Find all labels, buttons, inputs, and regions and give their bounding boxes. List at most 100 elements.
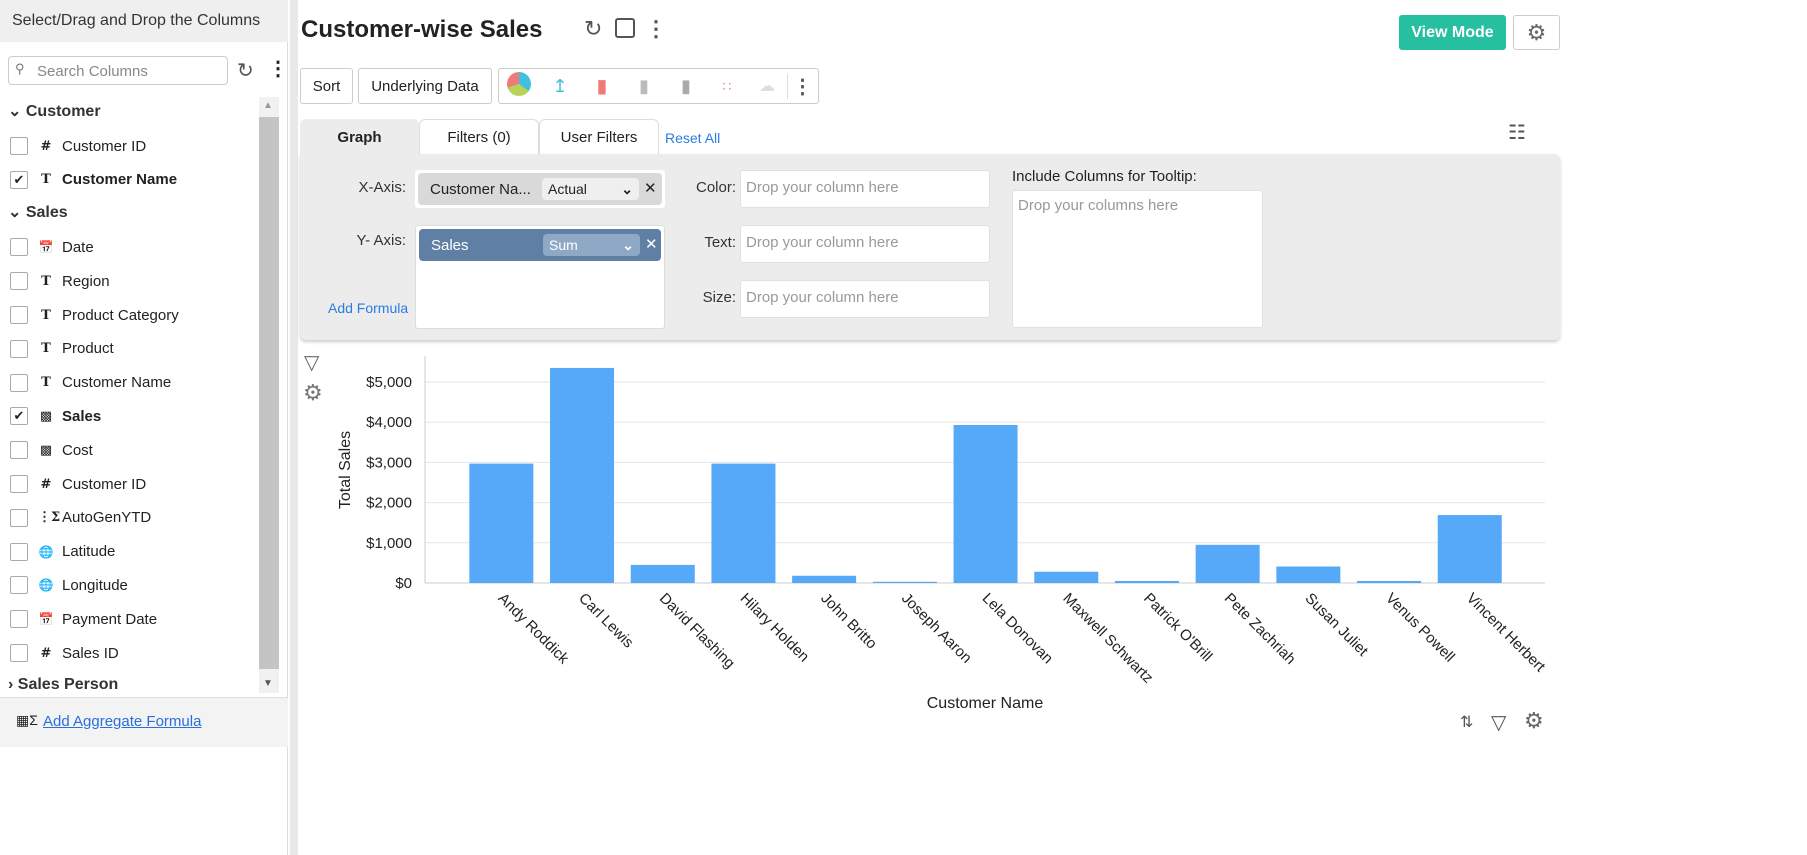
x-axis-function-select[interactable]: Actual ⌄ — [542, 178, 639, 200]
tab-user-filters[interactable]: User Filters — [539, 119, 659, 155]
text-drop[interactable]: Drop your column here — [740, 225, 990, 263]
bar[interactable] — [469, 463, 534, 583]
bar[interactable] — [1195, 544, 1260, 583]
bar[interactable] — [1276, 566, 1341, 583]
column-item[interactable]: 📅 Payment Date — [10, 609, 157, 629]
group-header[interactable]: ⌄ Sales — [8, 202, 68, 222]
bar[interactable] — [953, 425, 1018, 583]
stacked-bar-icon[interactable]: ▮ — [639, 75, 649, 96]
refresh-icon[interactable]: ↻ — [584, 16, 603, 41]
map-chart-icon[interactable]: ☁ — [759, 78, 775, 95]
add-formula-link[interactable]: Add Formula — [328, 300, 409, 316]
combo-chart-icon[interactable]: ▮ — [681, 75, 691, 96]
y-axis-function-select[interactable]: Sum ⌄ — [543, 234, 640, 256]
sidebar-title: Select/Drag and Drop the Columns — [0, 0, 288, 42]
checkbox[interactable] — [10, 542, 28, 561]
bar[interactable] — [711, 463, 776, 583]
size-drop[interactable]: Drop your column here — [740, 280, 990, 318]
bar[interactable] — [1114, 580, 1179, 583]
bar-chart-icon[interactable]: ▮ — [597, 75, 607, 96]
y-axis-drop[interactable]: Sales Sum ⌄ ✕ — [415, 225, 665, 329]
remove-y-icon[interactable]: ✕ — [645, 236, 658, 253]
checkbox[interactable] — [10, 306, 28, 324]
remove-x-icon[interactable]: ✕ — [644, 180, 657, 197]
tab-filters[interactable]: Filters (0) — [419, 119, 539, 155]
scrollbar-thumb[interactable] — [259, 117, 279, 669]
checkbox[interactable]: ✔ — [10, 170, 28, 189]
checkbox[interactable] — [10, 644, 28, 662]
column-item[interactable]: 🌐 Latitude — [10, 542, 115, 562]
checkbox[interactable] — [10, 475, 28, 493]
checkbox[interactable] — [10, 441, 28, 460]
scatter-chart-icon[interactable]: ∷ — [722, 77, 732, 94]
underlying-data-button[interactable]: Underlying Data — [358, 68, 492, 104]
chart-type-toolbar: ↥ ▮ ▮ ▮ ∷ ☁ ⋮ — [498, 68, 819, 104]
checkbox[interactable] — [10, 272, 28, 291]
checkbox[interactable] — [10, 339, 28, 358]
search-columns-input[interactable]: Search Columns — [8, 56, 228, 85]
reset-all-link[interactable]: Reset All — [665, 130, 721, 146]
scroll-down-icon[interactable]: ▼ — [263, 678, 273, 689]
column-item[interactable]: 🌐 Longitude — [10, 575, 128, 595]
bar[interactable] — [872, 581, 937, 583]
bar[interactable] — [1034, 571, 1099, 583]
chart-settings-icon[interactable]: ⚙ — [303, 380, 323, 405]
line-chart-icon[interactable]: ↥ — [552, 75, 568, 96]
settings-icon[interactable]: ⚙ — [1524, 708, 1544, 733]
more-chart-types-icon[interactable]: ⋮ — [787, 73, 817, 99]
checkbox[interactable] — [10, 373, 28, 392]
column-item[interactable]: ⋮Σ AutoGenYTD — [10, 508, 151, 528]
more-icon[interactable]: ⋮ — [268, 58, 288, 80]
column-item[interactable]: ▩ Cost — [10, 440, 93, 460]
column-label: Date — [62, 238, 94, 256]
checkbox[interactable] — [10, 576, 28, 595]
checkbox[interactable]: ✔ — [10, 407, 28, 426]
column-item[interactable]: # Sales ID — [10, 643, 119, 663]
column-item[interactable]: T Product — [10, 339, 114, 359]
filter-add-icon[interactable]: ▽ — [1491, 712, 1507, 734]
checkbox[interactable] — [10, 238, 28, 257]
color-drop[interactable]: Drop your column here — [740, 170, 990, 208]
checkbox[interactable] — [10, 508, 28, 527]
column-item[interactable]: T Product Category — [10, 305, 179, 325]
splitter[interactable] — [290, 0, 298, 855]
bar[interactable] — [550, 367, 615, 583]
bar[interactable] — [630, 564, 695, 583]
more-icon[interactable]: ⋮ — [645, 16, 667, 41]
chevron-down-icon: ⌄ — [621, 181, 633, 197]
column-item[interactable]: ✔ ▩ Sales — [10, 406, 101, 426]
x-axis-pill[interactable]: Customer Na... Actual ⌄ ✕ — [418, 173, 662, 205]
checkbox[interactable] — [10, 137, 28, 155]
settings-button[interactable]: ⚙ — [1513, 15, 1560, 50]
column-item[interactable]: # Customer ID — [10, 474, 146, 494]
sort-icon[interactable]: ⇅ — [1460, 714, 1474, 731]
save-icon[interactable] — [615, 18, 635, 38]
filter-add-icon[interactable]: ▽ — [304, 352, 320, 374]
scroll-up-icon[interactable]: ▲ — [263, 100, 273, 111]
bar[interactable] — [792, 575, 857, 583]
bar[interactable] — [1437, 515, 1502, 583]
column-item[interactable]: T Customer Name — [10, 373, 171, 393]
bar[interactable] — [1357, 580, 1422, 583]
hierarchy-icon[interactable]: ☷ — [1508, 122, 1526, 144]
refresh-icon[interactable]: ↻ — [237, 60, 254, 82]
y-axis-pill[interactable]: Sales Sum ⌄ ✕ — [419, 229, 661, 261]
y-tick-label: $0 — [395, 575, 412, 592]
checkbox[interactable] — [10, 610, 28, 629]
sort-button[interactable]: Sort — [300, 68, 353, 104]
view-mode-button[interactable]: View Mode — [1399, 15, 1506, 50]
add-aggregate-formula-link[interactable]: Add Aggregate Formula — [43, 713, 202, 730]
x-axis-drop[interactable]: Customer Na... Actual ⌄ ✕ — [415, 170, 665, 208]
x-tick-label: Susan Juliet — [1302, 590, 1372, 660]
tab-graph[interactable]: Graph — [300, 119, 419, 155]
group-header[interactable]: › Sales Person — [8, 676, 118, 694]
currency-icon: ▩ — [39, 442, 53, 458]
pie-chart-icon[interactable] — [507, 72, 531, 96]
column-item[interactable]: # Customer ID — [10, 136, 146, 156]
text-icon: T — [41, 273, 51, 289]
column-item[interactable]: 📅 Date — [10, 237, 94, 257]
column-item[interactable]: T Region — [10, 271, 110, 291]
tooltip-drop[interactable]: Drop your columns here — [1012, 190, 1263, 328]
group-header[interactable]: ⌄ Customer — [8, 101, 101, 121]
column-item[interactable]: ✔ T Customer Name — [10, 170, 177, 190]
